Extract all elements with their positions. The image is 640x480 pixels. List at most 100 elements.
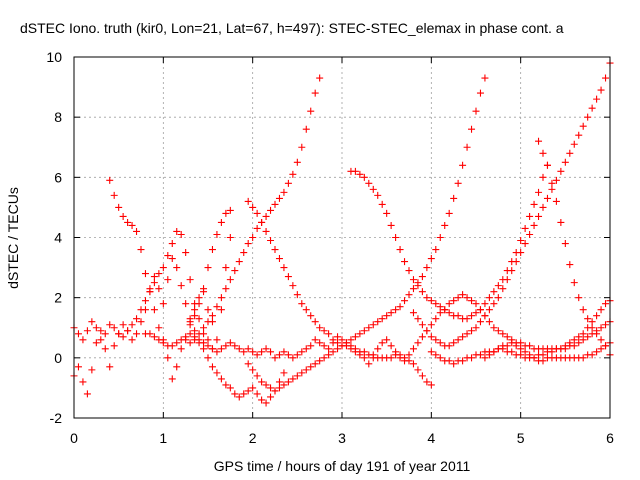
data-point [360,327,368,335]
data-point [579,336,587,344]
data-point [548,348,556,356]
data-point [307,363,315,371]
series-2 [106,176,216,383]
data-point [365,324,373,332]
chart-title: dSTEC Iono. truth (kir0, Lon=21, Lat=67,… [20,20,564,36]
data-point [463,143,471,151]
data-point [289,375,297,383]
data-point [191,327,199,335]
data-point [204,306,212,314]
data-point [593,330,601,338]
data-point [450,297,458,305]
data-point [401,357,409,365]
data-point [186,339,194,347]
data-point [159,339,167,347]
data-point [436,309,444,317]
data-point [302,125,310,133]
data-point [401,258,409,266]
data-point [365,360,373,368]
data-point [392,234,400,241]
data-point [490,324,498,332]
data-point [539,203,547,211]
data-point [392,348,400,356]
data-point [262,381,270,389]
data-point [584,333,592,341]
data-point [298,348,306,356]
data-point [334,333,342,341]
data-point [445,309,453,317]
data-point [575,294,583,302]
series-9 [244,74,489,395]
data-point [454,312,462,320]
data-point [298,143,306,151]
data-point [150,333,158,341]
data-point [267,393,275,401]
data-point [325,351,333,359]
data-point [530,200,538,208]
data-point [110,324,118,332]
data-point [338,342,346,350]
data-point [463,294,471,302]
data-point [284,273,292,281]
data-point [182,249,190,257]
data-point [535,188,543,196]
data-point [83,390,91,398]
data-point [468,297,476,305]
data-point [146,330,154,338]
data-point [128,336,136,344]
data-point [293,291,301,299]
data-point [311,318,319,326]
data-point [579,306,587,314]
data-point [311,89,319,97]
data-point [517,351,525,359]
data-point [383,336,391,344]
data-point [360,354,368,362]
data-point [584,315,592,323]
data-point [445,357,453,365]
data-point [494,294,502,302]
data-point [503,333,511,341]
data-point [535,212,543,220]
data-point [186,318,194,326]
data-point [597,336,605,344]
data-point [468,327,476,335]
y-axis-label: dSTEC / TECUs [5,187,21,289]
data-point [226,206,234,214]
data-point [334,339,342,347]
data-point [526,351,534,359]
data-point [418,288,426,296]
data-point [168,375,176,383]
data-point [271,354,279,362]
data-point [521,348,529,356]
data-point [222,381,230,389]
y-tick-label: 10 [46,49,62,65]
data-point [191,312,199,320]
data-point [195,330,203,338]
data-point [302,366,310,374]
data-point [92,324,100,332]
data-point [204,264,212,272]
data-point [494,345,502,353]
data-point [369,351,377,359]
data-point [423,264,431,272]
data-point [88,318,96,326]
data-point [213,303,221,311]
data-point [240,249,248,257]
data-point [521,224,529,232]
data-point [374,191,382,199]
data-point [231,342,239,350]
data-point [409,285,417,293]
data-point [463,315,471,323]
data-point [231,390,239,398]
data-point [329,348,337,356]
data-point [468,125,476,133]
data-point [222,342,230,350]
data-point [432,315,440,323]
data-point [561,240,569,248]
data-point [110,342,118,350]
data-point [200,324,208,332]
data-point [106,176,114,184]
data-point [405,267,413,275]
data-point [249,366,257,374]
data-point [575,333,583,341]
